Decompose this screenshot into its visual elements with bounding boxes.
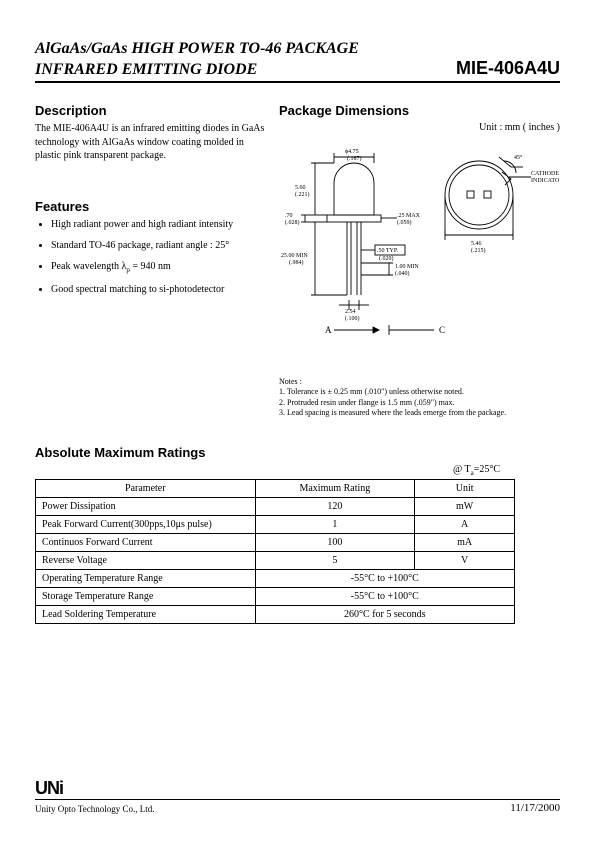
cell-unit: mA (415, 533, 515, 551)
dim-lead-typ-mm: .50 TYP. (377, 248, 399, 254)
dim-pitch-in: (.100) (345, 315, 360, 322)
table-row: Peak Forward Current(300pps,10μs pulse)1… (36, 515, 515, 533)
cell-value: 5 (255, 551, 415, 569)
title-row-2: INFRARED EMITTING DIODE MIE-406A4U (35, 58, 560, 83)
ratings-heading: Absolute Maximum Ratings (35, 445, 560, 460)
table-row: Operating Temperature Range-55°C to +100… (36, 569, 515, 587)
dim-body-h-in: (.221) (295, 191, 310, 198)
ratings-condition: @ Ta=25°C (35, 464, 560, 477)
cathode-indicator-1: CATHODE (531, 171, 559, 177)
cell-unit: V (415, 551, 515, 569)
dim-body-h-mm: 5.60 (295, 185, 306, 191)
feature-item: Standard TO-46 package, radiant angle : … (51, 239, 265, 252)
dim-flange-max-mm: .25 MAX (397, 213, 421, 219)
package-svg: ϕ4.75 (.187) 5.60 (.221) .70 (.028) 25.0… (279, 135, 559, 365)
description-heading: Description (35, 103, 265, 118)
feature-item: Good spectral matching to si-photodetect… (51, 283, 265, 296)
table-header-row: Parameter Maximum Rating Unit (36, 479, 515, 497)
feature-item: High radiant power and high radiant inte… (51, 218, 265, 231)
dim-lead-typ-in: (.020) (379, 255, 394, 262)
cell-param: Operating Temperature Range (36, 569, 256, 587)
left-column: Description The MIE-406A4U is an infrare… (35, 97, 265, 419)
dim-lead-gap-in: (.040) (395, 270, 410, 277)
cathode-label: C (439, 325, 445, 335)
dim-flange-h-mm: .70 (285, 213, 293, 219)
dim-lead-len-in: (.984) (289, 259, 304, 266)
table-row: Lead Soldering Temperature260°C for 5 se… (36, 605, 515, 623)
dim-base-dia-in: (.215) (471, 247, 486, 254)
features-list: High radiant power and high radiant inte… (35, 218, 265, 296)
dim-angle: 45° (514, 154, 523, 161)
unit-label: Unit : mm ( inches ) (279, 122, 560, 133)
table-row: Storage Temperature Range-55°C to +100°C (36, 587, 515, 605)
cell-value: 100 (255, 533, 415, 551)
cell-value: 1 (255, 515, 415, 533)
cell-value: 260°C for 5 seconds (255, 605, 514, 623)
dim-lead-len-mm: 25.00 MIN (281, 253, 308, 259)
col-unit: Unit (415, 479, 515, 497)
cell-param: Continuos Forward Current (36, 533, 256, 551)
cell-value: -55°C to +100°C (255, 587, 514, 605)
page-footer: UNi Unity Opto Technology Co., Ltd. 11/1… (35, 778, 560, 814)
dim-dome-dia-in: (.187) (347, 155, 362, 162)
dim-lead-gap-mm: 1.00 MIN (395, 264, 419, 270)
package-diagram: ϕ4.75 (.187) 5.60 (.221) .70 (.028) 25.0… (279, 135, 559, 365)
cell-param: Reverse Voltage (36, 551, 256, 569)
footer-divider (35, 799, 560, 800)
cathode-indicator-2: INDICATOR (531, 178, 559, 184)
notes-heading: Notes : (279, 377, 560, 387)
anode-label: A (325, 325, 332, 335)
cell-param: Lead Soldering Temperature (36, 605, 256, 623)
note-item: 1. Tolerance is ± 0.25 mm (.010") unless… (279, 387, 560, 397)
main-columns: Description The MIE-406A4U is an infrare… (35, 97, 560, 419)
description-text: The MIE-406A4U is an infrared emitting d… (35, 122, 265, 163)
cell-value: -55°C to +100°C (255, 569, 514, 587)
table-row: Continuos Forward Current100mA (36, 533, 515, 551)
notes-block: Notes : 1. Tolerance is ± 0.25 mm (.010"… (279, 377, 560, 419)
cell-param: Power Dissipation (36, 497, 256, 515)
feature-item: Peak wavelength λp = 940 nm (51, 260, 265, 275)
cell-value: 120 (255, 497, 415, 515)
title-block: AlGaAs/GaAs HIGH POWER TO-46 PACKAGE INF… (35, 40, 560, 83)
col-max-rating: Maximum Rating (255, 479, 415, 497)
table-row: Power Dissipation120mW (36, 497, 515, 515)
dim-dome-dia-mm: ϕ4.75 (345, 149, 359, 155)
cell-param: Peak Forward Current(300pps,10μs pulse) (36, 515, 256, 533)
title-line-1: AlGaAs/GaAs HIGH POWER TO-46 PACKAGE (35, 40, 560, 58)
ratings-table: Parameter Maximum Rating Unit Power Diss… (35, 479, 515, 624)
note-item: 2. Protruded resin under flange is 1.5 m… (279, 398, 560, 408)
part-number: MIE-406A4U (456, 58, 560, 79)
cell-unit: A (415, 515, 515, 533)
package-dimensions-heading: Package Dimensions (279, 103, 560, 118)
table-row: Reverse Voltage5V (36, 551, 515, 569)
right-column: Package Dimensions Unit : mm ( inches ) (279, 97, 560, 419)
col-parameter: Parameter (36, 479, 256, 497)
dim-flange-h-in: (.028) (285, 219, 300, 226)
document-date: 11/17/2000 (510, 802, 560, 814)
dim-flange-max-in: (.059) (397, 219, 412, 226)
note-item: 3. Lead spacing is measured where the le… (279, 408, 560, 418)
company-logo: UNi (35, 778, 560, 799)
dim-pitch-mm: 2.54 (345, 309, 356, 315)
company-name: Unity Opto Technology Co., Ltd. (35, 804, 154, 814)
dim-base-dia-mm: 5.46 (471, 241, 482, 247)
title-line-2: INFRARED EMITTING DIODE (35, 61, 257, 79)
cell-param: Storage Temperature Range (36, 587, 256, 605)
footer-row: Unity Opto Technology Co., Ltd. 11/17/20… (35, 802, 560, 814)
features-heading: Features (35, 199, 265, 214)
cell-unit: mW (415, 497, 515, 515)
